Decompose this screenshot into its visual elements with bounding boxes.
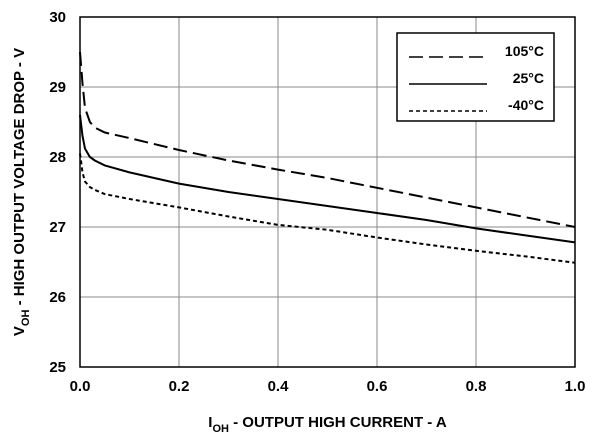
y-tick-label: 27 (49, 219, 66, 236)
y-axis-title: VOH - HIGH OUTPUT VOLTAGE DROP - V (11, 48, 32, 336)
y-tick-labels: 25 26 27 28 29 30 (49, 9, 66, 376)
y-axis-title-sub: OH (20, 310, 32, 327)
y-axis-title-main: V (11, 326, 28, 336)
x-tick-label: 0.2 (169, 378, 190, 395)
legend-box (396, 32, 555, 122)
series-lines (79, 51, 576, 264)
x-tick-label: 1.0 (565, 378, 586, 395)
x-tick-label: 0.0 (70, 378, 91, 395)
y-tick-label: 25 (49, 359, 66, 376)
series-line-0 (79, 51, 576, 228)
legend-label-2: -40°C (508, 97, 544, 113)
x-tick-label: 0.4 (268, 378, 290, 395)
y-tick-label: 28 (49, 149, 66, 166)
legend-label-1: 25°C (513, 70, 544, 86)
y-tick-label: 26 (49, 289, 66, 306)
series-line-2 (79, 153, 576, 264)
x-axis-title-rest: - OUTPUT HIGH CURRENT - A (229, 414, 447, 431)
legend: 105°C 25°C -40°C (396, 32, 555, 122)
y-tick-label: 30 (49, 9, 66, 26)
x-tick-label: 0.8 (466, 378, 487, 395)
plot-frame (79, 16, 576, 368)
x-axis-title-sub: OH (212, 423, 229, 435)
x-axis-title-main: I (208, 414, 212, 431)
legend-label-0: 105°C (505, 43, 544, 59)
y-axis-title-rest: - HIGH OUTPUT VOLTAGE DROP - V (11, 48, 28, 310)
x-tick-labels: 0.0 0.2 0.4 0.6 0.8 1.0 (70, 378, 586, 395)
y-tick-label: 29 (49, 79, 66, 96)
series-line-1 (79, 114, 576, 244)
x-axis-title: IOH - OUTPUT HIGH CURRENT - A (208, 414, 447, 435)
x-tick-label: 0.6 (367, 378, 388, 395)
